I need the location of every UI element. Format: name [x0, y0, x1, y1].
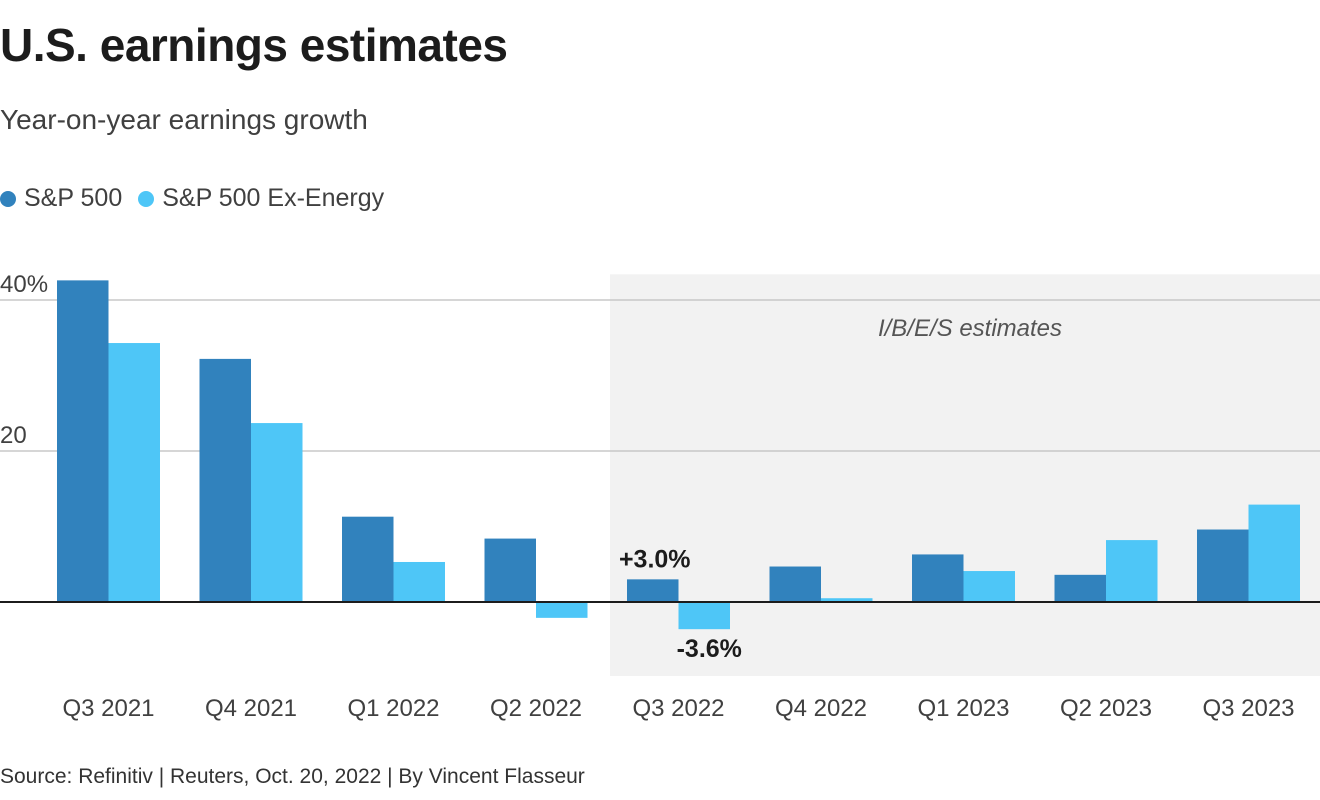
- bar: [769, 566, 821, 602]
- legend-swatch-sp500-ex-energy: [138, 190, 155, 207]
- bar: [251, 423, 303, 602]
- data-label: -3.6%: [677, 635, 742, 663]
- x-tick-label: Q3 2023: [1202, 695, 1294, 722]
- chart-legend: S&P 500 S&P 500 Ex-Energy: [0, 184, 400, 213]
- bar: [199, 358, 251, 602]
- x-tick-label: Q1 2022: [347, 695, 439, 722]
- bar: [1054, 574, 1106, 602]
- bar: [1248, 504, 1300, 602]
- legend-swatch-sp500: [0, 190, 16, 207]
- shaded-region-label: I/B/E/S estimates: [878, 315, 1062, 342]
- legend-item-sp500-ex-energy: S&P 500 Ex-Energy: [138, 184, 384, 213]
- bar: [821, 598, 873, 602]
- legend-label-sp500: S&P 500: [24, 184, 123, 212]
- bar: [963, 571, 1015, 602]
- bar: [678, 602, 730, 630]
- bar: [627, 579, 679, 602]
- axes: Q3 2021 Q4 2021 Q1 2022 Q2 2022 Q3 2022 Q4 20…: [0, 601, 1320, 722]
- chart-title: U.S. earnings estimates: [0, 19, 508, 71]
- labels: +3.0% -3.6%: [619, 545, 742, 663]
- chart-subtitle: Year-on-year earnings growth: [0, 104, 368, 135]
- bars: [57, 280, 1300, 630]
- bar: [108, 343, 160, 602]
- x-tick-label: Q1 2023: [917, 695, 1009, 722]
- bar: [912, 554, 964, 602]
- x-tick-label: Q2 2023: [1060, 695, 1152, 722]
- legend-item-sp500: S&P 500: [0, 184, 122, 213]
- x-tick-label: Q2 2022: [490, 695, 582, 722]
- bar: [1106, 540, 1158, 602]
- y-tick-label: 40%: [0, 271, 48, 298]
- bar: [536, 602, 588, 618]
- x-tick-label: Q4 2021: [205, 695, 297, 722]
- x-tick-label: Q3 2021: [62, 695, 154, 722]
- data-label: +3.0%: [619, 545, 691, 573]
- bar: [57, 280, 109, 602]
- y-tick-label: 20: [0, 422, 27, 449]
- bar: [484, 538, 536, 602]
- x-tick-label: Q4 2022: [775, 695, 867, 722]
- x-tick-label: Q3 2022: [632, 695, 724, 722]
- bar: [1197, 529, 1249, 602]
- bar: [393, 561, 445, 602]
- bar: [342, 516, 394, 602]
- legend-label-sp500-ex-energy: S&P 500 Ex-Energy: [162, 184, 385, 212]
- source-note: Source: Refinitiv | Reuters, Oct. 20, 20…: [0, 765, 585, 788]
